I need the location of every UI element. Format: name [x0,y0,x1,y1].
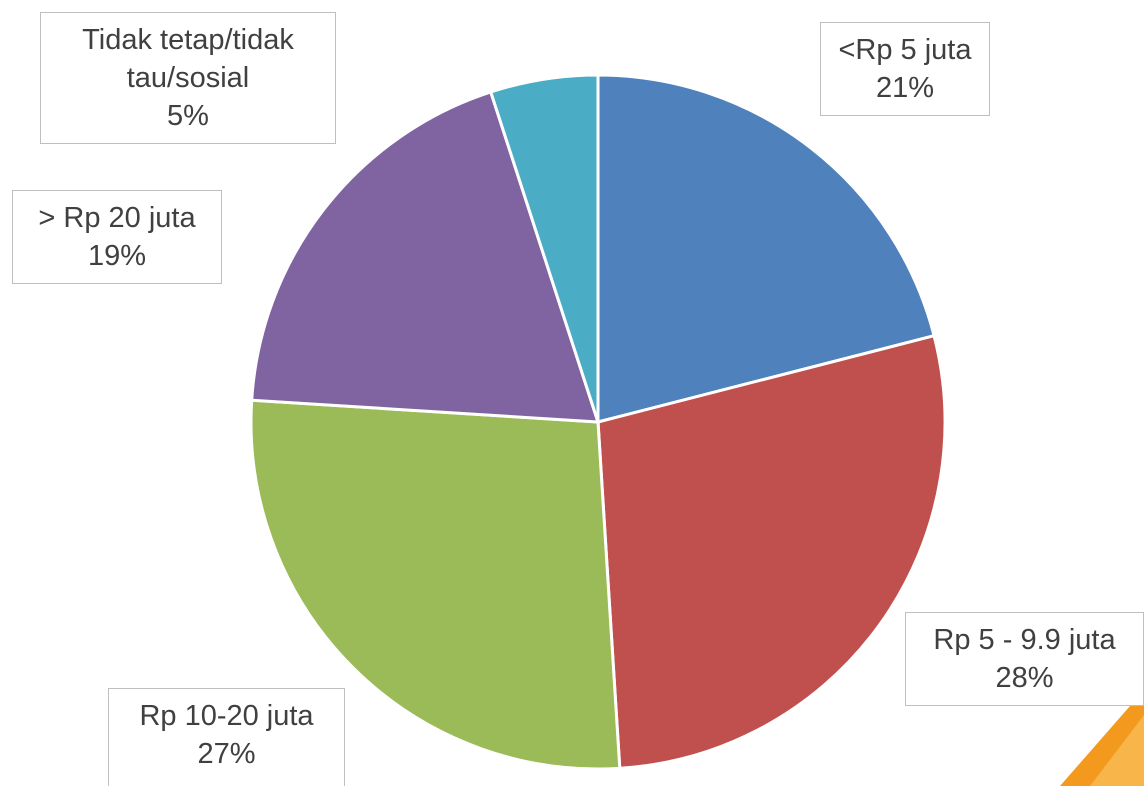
value-label: 28% [995,662,1054,694]
category-label: Rp 5 - 9.9 juta [933,624,1116,656]
data-label: Rp 10-20 juta 27% [108,688,345,786]
data-label: Tidak tetap/tidak tau/sosial 5% [40,12,336,144]
value-label: 27% [197,738,256,770]
data-label: Rp 5 - 9.9 juta 28% [905,612,1144,706]
data-label: <Rp 5 juta 21% [820,22,990,116]
category-label: <Rp 5 juta [838,34,972,66]
value-label: 19% [87,240,147,272]
pie-slice [488,73,600,423]
category-label: Rp 10-20 juta [139,700,314,732]
category-label: > Rp 20 juta [38,202,196,234]
category-label: Tidak tetap/tidak tau/sosial [82,24,294,94]
decoration [1090,715,1144,786]
pie-slice [250,90,601,424]
value-label: 21% [875,72,935,104]
data-label: > Rp 20 juta 19% [12,190,222,284]
pie-slice [596,73,936,424]
pie-slice [249,398,622,771]
value-label: 5% [167,100,209,132]
pie-slice [596,333,947,770]
